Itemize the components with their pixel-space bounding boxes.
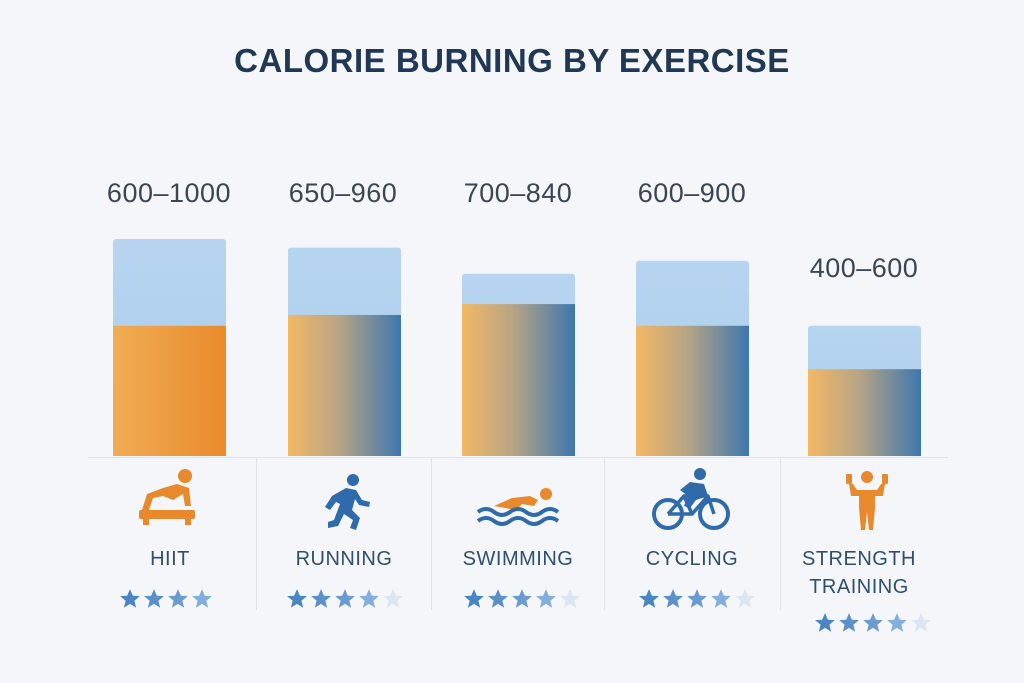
rating-stars-swimming [436, 588, 608, 614]
star-icon [887, 613, 907, 632]
range-label-running: 650–960 [288, 178, 398, 208]
star-icon [687, 589, 707, 608]
range-label-cycling: 600–900 [637, 178, 747, 208]
star-icon [512, 589, 532, 608]
running-icon [325, 474, 370, 530]
category-label-swimming: SWIMMING [462, 548, 574, 570]
column-divider [604, 458, 605, 610]
category-label-hiit: HIIT [150, 548, 190, 570]
star-icon [359, 589, 379, 608]
bar-min-running [288, 314, 401, 456]
star-icon [383, 589, 403, 608]
star-icon [911, 613, 931, 632]
star-icon [839, 613, 859, 632]
strength-training-icon [846, 471, 888, 530]
rating-stars-cycling [611, 588, 783, 614]
star-icon [560, 589, 580, 608]
star-icon [536, 589, 556, 608]
category-label-cycling: CYCLING [645, 548, 739, 570]
star-icon [335, 589, 355, 608]
category-label-running: RUNNING [295, 548, 393, 570]
star-icon [863, 613, 883, 632]
hiit-icon [139, 469, 195, 525]
star-icon [663, 589, 683, 608]
rating-stars-running [259, 588, 431, 614]
range-label-swimming: 700–840 [463, 178, 573, 208]
star-icon [120, 589, 140, 608]
star-icon [144, 589, 164, 608]
bar-min-hiit [113, 325, 226, 456]
column-divider [780, 458, 781, 610]
range-label-strength-training: 400–600 [809, 253, 919, 283]
star-icon [464, 589, 484, 608]
column-divider [431, 458, 432, 610]
star-icon [639, 589, 659, 608]
category-label-strength-training: STRENGTH TRAINING [802, 548, 916, 598]
rating-stars-strength-training [787, 612, 959, 638]
bar-min-cycling [636, 325, 749, 456]
star-icon [168, 589, 188, 608]
cycling-icon [652, 468, 730, 530]
star-icon [815, 613, 835, 632]
baseline [88, 457, 948, 458]
star-icon [287, 589, 307, 608]
star-icon [488, 589, 508, 608]
chart-title: CALORIE BURNING BY EXERCISE [234, 42, 790, 79]
rating-stars-hiit [80, 588, 252, 614]
star-icon [192, 589, 212, 608]
column-divider [256, 458, 257, 610]
swimming-icon [476, 488, 560, 526]
bar-min-strength-training [808, 369, 921, 456]
bar-min-swimming [462, 304, 575, 456]
star-icon [311, 589, 331, 608]
star-icon [711, 589, 731, 608]
range-label-hiit: 600–1000 [106, 178, 232, 208]
star-icon [735, 589, 755, 608]
